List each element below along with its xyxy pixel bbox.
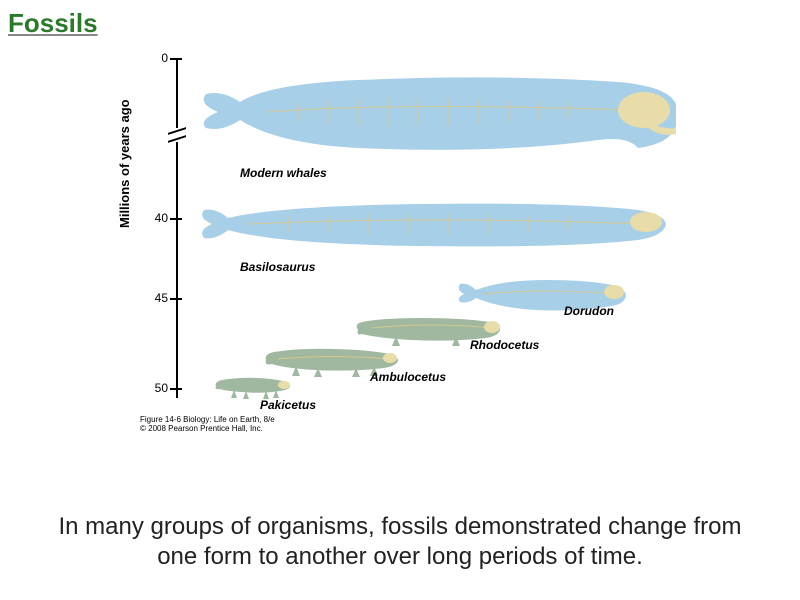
axis-tick xyxy=(170,58,182,60)
axis-tick xyxy=(170,218,182,220)
organism-label: Basilosaurus xyxy=(240,260,315,274)
organism-label: Pakicetus xyxy=(260,398,316,412)
organism-basilosaurus xyxy=(198,188,668,258)
axis-tick-label: 45 xyxy=(146,291,168,305)
organism-label: Ambulocetus xyxy=(370,370,446,384)
y-axis-label: Millions of years ago xyxy=(117,99,132,228)
axis-tick-label: 0 xyxy=(146,51,168,65)
axis-tick xyxy=(170,298,182,300)
caption-text: In many groups of organisms, fossils dem… xyxy=(40,512,760,572)
y-axis-line xyxy=(176,58,178,398)
organism-label: Dorudon xyxy=(564,304,614,318)
organism-pakicetus xyxy=(212,374,292,400)
organism-label: Rhodocetus xyxy=(470,338,539,352)
page-title: Fossils xyxy=(8,8,98,39)
credit-line-2: © 2008 Pearson Prentice Hall, Inc. xyxy=(140,424,275,434)
axis-tick-label: 50 xyxy=(146,381,168,395)
axis-break xyxy=(168,128,186,142)
organism-label: Modern whales xyxy=(240,166,327,180)
credit-line-1: Figure 14-6 Biology: Life on Earth, 8/e xyxy=(140,415,275,425)
axis-tick xyxy=(170,388,182,390)
axis-tick-label: 40 xyxy=(146,211,168,225)
whale-evolution-diagram: Millions of years ago 0 40 45 50 Modern … xyxy=(140,48,680,428)
organism-modern-whales xyxy=(198,54,678,166)
figure-credit: Figure 14-6 Biology: Life on Earth, 8/e … xyxy=(140,415,275,434)
